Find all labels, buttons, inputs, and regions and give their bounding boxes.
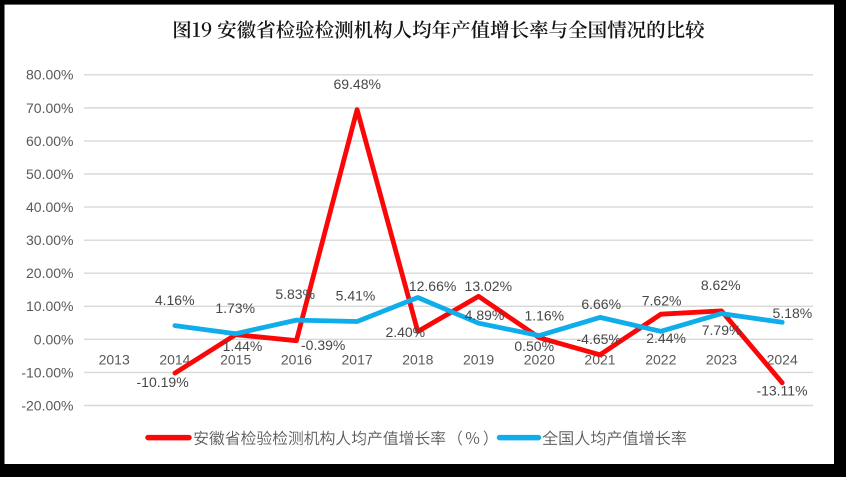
svg-text:70.00%: 70.00% xyxy=(26,100,73,116)
svg-text:30.00%: 30.00% xyxy=(26,232,73,248)
svg-text:20.00%: 20.00% xyxy=(26,265,73,281)
svg-text:-10.19%: -10.19% xyxy=(137,374,189,390)
svg-text:7.79%: 7.79% xyxy=(702,322,742,338)
svg-text:0.50%: 0.50% xyxy=(514,338,554,354)
svg-text:-10.00%: -10.00% xyxy=(21,364,73,380)
svg-text:1.16%: 1.16% xyxy=(524,307,564,323)
svg-text:2017: 2017 xyxy=(342,351,373,367)
svg-text:1.44%: 1.44% xyxy=(223,338,263,354)
svg-text:80.00%: 80.00% xyxy=(26,67,73,83)
svg-text:2018: 2018 xyxy=(402,351,433,367)
svg-text:2013: 2013 xyxy=(99,351,130,367)
svg-text:2023: 2023 xyxy=(706,351,737,367)
svg-text:60.00%: 60.00% xyxy=(26,133,73,149)
svg-text:5.83%: 5.83% xyxy=(275,286,315,302)
svg-text:-0.39%: -0.39% xyxy=(301,337,345,353)
svg-text:-20.00%: -20.00% xyxy=(21,397,73,413)
svg-text:69.48%: 69.48% xyxy=(333,76,380,92)
svg-text:8.62%: 8.62% xyxy=(701,277,741,293)
svg-text:12.66%: 12.66% xyxy=(409,278,456,294)
svg-text:2016: 2016 xyxy=(281,351,312,367)
svg-text:40.00%: 40.00% xyxy=(26,199,73,215)
svg-text:2019: 2019 xyxy=(463,351,494,367)
svg-text:2.44%: 2.44% xyxy=(646,330,686,346)
svg-text:7.62%: 7.62% xyxy=(642,293,682,309)
svg-text:4.16%: 4.16% xyxy=(155,292,195,308)
svg-text:-13.11%: -13.11% xyxy=(756,382,807,398)
svg-text:-4.65%: -4.65% xyxy=(577,331,621,347)
svg-text:2022: 2022 xyxy=(645,351,676,367)
svg-text:5.41%: 5.41% xyxy=(336,288,376,304)
svg-text:2014: 2014 xyxy=(159,351,190,367)
svg-text:2015: 2015 xyxy=(220,351,251,367)
svg-text:2021: 2021 xyxy=(584,351,615,367)
svg-text:5.18%: 5.18% xyxy=(773,305,813,321)
svg-text:0.00%: 0.00% xyxy=(34,331,74,347)
svg-text:6.66%: 6.66% xyxy=(581,296,621,312)
svg-text:1.73%: 1.73% xyxy=(215,300,255,316)
svg-text:2.40%: 2.40% xyxy=(385,324,425,340)
svg-text:13.02%: 13.02% xyxy=(465,278,512,294)
svg-text:2020: 2020 xyxy=(524,351,555,367)
svg-text:4.89%: 4.89% xyxy=(465,307,505,323)
svg-text:50.00%: 50.00% xyxy=(26,166,73,182)
svg-text:10.00%: 10.00% xyxy=(26,298,73,314)
svg-text:2024: 2024 xyxy=(767,351,798,367)
